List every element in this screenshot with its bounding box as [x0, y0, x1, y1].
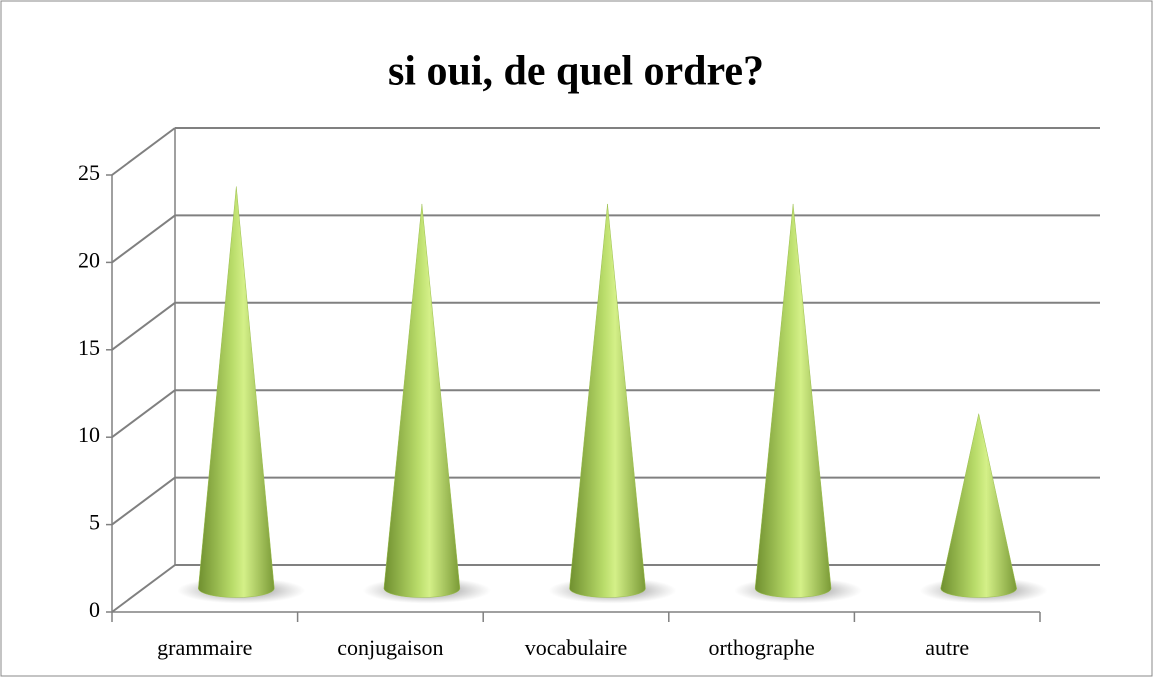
- y-tick-label: 5: [89, 510, 100, 535]
- cone: [383, 203, 461, 598]
- cone: [569, 203, 646, 598]
- x-tick-label: grammaire: [157, 635, 252, 660]
- grid-line: [111, 389, 176, 439]
- cone: [754, 203, 832, 598]
- y-tick-label: 20: [78, 247, 100, 272]
- x-tick-label: conjugaison: [337, 635, 443, 660]
- chart-title: si oui, de quel ordre?: [388, 49, 764, 95]
- cone: [940, 413, 1017, 598]
- y-tick-label: 25: [78, 160, 100, 185]
- x-tick-label: vocabulaire: [525, 635, 628, 660]
- grid-line: [111, 127, 176, 176]
- y-tick-label: 0: [89, 597, 100, 622]
- y-tick-label: 15: [78, 335, 100, 360]
- x-tick-label: orthographe: [708, 635, 814, 660]
- x-tick-label: autre: [925, 635, 969, 660]
- cone: [198, 186, 275, 598]
- grid-line: [111, 564, 176, 613]
- y-tick-label: 10: [78, 422, 100, 447]
- grid-line: [111, 301, 176, 351]
- grid-line: [111, 214, 176, 264]
- grid-line: [111, 476, 176, 526]
